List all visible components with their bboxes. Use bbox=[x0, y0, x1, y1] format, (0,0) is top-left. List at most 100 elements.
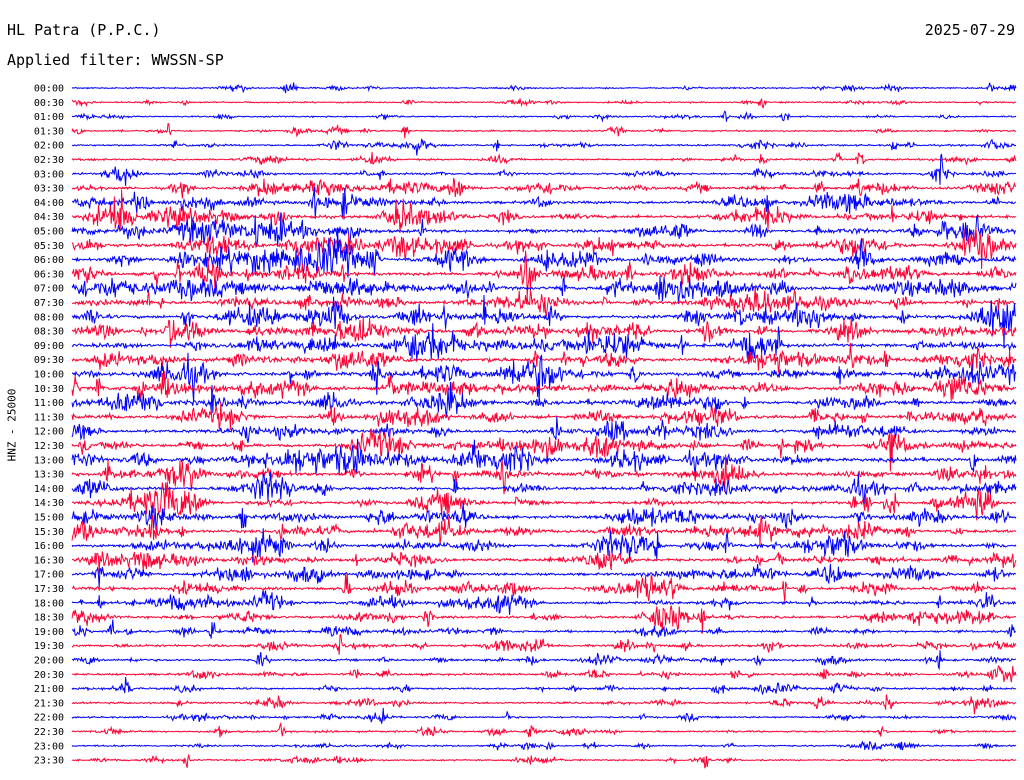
trace-line bbox=[71, 381, 1017, 418]
trace-line bbox=[71, 370, 1017, 401]
time-tick-label: 18:00 bbox=[34, 598, 64, 609]
time-tick-label: 13:30 bbox=[34, 470, 64, 481]
trace-line bbox=[71, 502, 1017, 531]
filter-line: Applied filter: WWSSN-SP bbox=[7, 51, 224, 69]
trace-line bbox=[71, 481, 1017, 521]
time-tick-label: 00:30 bbox=[34, 98, 64, 109]
trace-line bbox=[71, 454, 1017, 495]
trace-line bbox=[71, 212, 1017, 247]
time-tick-label: 02:00 bbox=[34, 141, 64, 152]
trace-line bbox=[71, 286, 1017, 317]
trace-line bbox=[71, 189, 1017, 233]
trace-line bbox=[71, 323, 1017, 365]
trace-line bbox=[71, 276, 1017, 304]
time-tick-label: 06:00 bbox=[34, 255, 64, 266]
time-tick-label: 05:00 bbox=[34, 227, 64, 238]
trace-line bbox=[71, 98, 1017, 109]
time-tick-label: 10:00 bbox=[34, 370, 64, 381]
time-tick-label: 07:30 bbox=[34, 298, 64, 309]
trace-line bbox=[71, 741, 1017, 752]
time-tick-label: 12:30 bbox=[34, 441, 64, 452]
time-tick-label: 07:00 bbox=[34, 284, 64, 295]
time-tick-label: 18:30 bbox=[34, 613, 64, 624]
time-tick-label: 16:00 bbox=[34, 541, 64, 552]
time-tick-label: 19:30 bbox=[34, 641, 64, 652]
time-tick-label: 04:00 bbox=[34, 198, 64, 209]
trace-line bbox=[71, 528, 1017, 563]
trace-line bbox=[71, 82, 1017, 94]
trace-line bbox=[71, 707, 1017, 724]
time-tick-label: 20:00 bbox=[34, 656, 64, 667]
time-tick-label: 21:30 bbox=[34, 698, 64, 709]
trace-line bbox=[71, 110, 1017, 123]
trace-line bbox=[71, 721, 1016, 738]
time-tick-label: 20:30 bbox=[34, 670, 64, 681]
time-tick-label: 22:30 bbox=[34, 727, 64, 738]
time-tick-label: 08:00 bbox=[34, 312, 64, 323]
time-tick-label: 11:00 bbox=[34, 398, 64, 409]
time-tick-label: 01:30 bbox=[34, 126, 64, 137]
time-tick-label: 15:30 bbox=[34, 527, 64, 538]
trace-line bbox=[71, 472, 1017, 505]
trace-line bbox=[71, 352, 1017, 406]
time-tick-label: 09:30 bbox=[34, 355, 64, 366]
trace-line bbox=[71, 514, 1017, 546]
filter-value: WWSSN-SP bbox=[151, 51, 224, 69]
time-tick-label: 03:00 bbox=[34, 169, 64, 180]
trace-line bbox=[71, 633, 1017, 655]
trace-line bbox=[71, 138, 1017, 156]
trace-line bbox=[71, 228, 1017, 270]
trace-line bbox=[71, 151, 1017, 166]
trace-line bbox=[71, 573, 1017, 602]
time-tick-label: 02:30 bbox=[34, 155, 64, 166]
trace-line bbox=[71, 676, 1016, 696]
trace-line bbox=[71, 428, 1017, 472]
time-tick-label: 17:30 bbox=[34, 584, 64, 595]
time-tick-label: 21:00 bbox=[34, 684, 64, 695]
time-tick-label: 01:00 bbox=[34, 112, 64, 123]
trace-line bbox=[71, 342, 1017, 373]
trace-line bbox=[71, 438, 1017, 475]
trace-line bbox=[71, 401, 1017, 431]
time-tick-label: 14:00 bbox=[34, 484, 64, 495]
time-tick-label: 09:00 bbox=[34, 341, 64, 352]
time-tick-label: 08:30 bbox=[34, 327, 64, 338]
filter-label: Applied filter: bbox=[7, 51, 143, 69]
trace-line bbox=[71, 753, 1016, 769]
trace-line bbox=[71, 590, 1017, 615]
time-tick-label: 16:30 bbox=[34, 555, 64, 566]
time-tick-label: 13:00 bbox=[34, 455, 64, 466]
trace-line bbox=[71, 619, 1017, 639]
trace-line bbox=[71, 605, 1017, 634]
station-title: HL Patra (P.P.C.) bbox=[7, 21, 161, 39]
time-tick-label: 11:30 bbox=[34, 412, 64, 423]
time-tick-label: 23:30 bbox=[34, 756, 64, 767]
time-tick-label: 12:00 bbox=[34, 427, 64, 438]
trace-line bbox=[71, 694, 1016, 715]
trace-line bbox=[71, 250, 1017, 297]
time-tick-label: 03:30 bbox=[34, 184, 64, 195]
time-tick-label: 14:30 bbox=[34, 498, 64, 509]
time-tick-label: 04:30 bbox=[34, 212, 64, 223]
trace-line bbox=[71, 294, 1017, 349]
time-tick-label: 17:00 bbox=[34, 570, 64, 581]
trace-line bbox=[71, 650, 1017, 671]
time-tick-label: 10:30 bbox=[34, 384, 64, 395]
time-tick-label: 19:00 bbox=[34, 627, 64, 638]
time-tick-label: 22:00 bbox=[34, 713, 64, 724]
trace-line bbox=[71, 187, 1017, 220]
date-label: 2025-07-29 bbox=[924, 21, 1015, 39]
trace-line bbox=[71, 177, 1017, 199]
trace-line bbox=[71, 416, 1017, 443]
time-tick-label: 00:00 bbox=[34, 84, 64, 95]
time-tick-label: 05:30 bbox=[34, 241, 64, 252]
trace-line bbox=[71, 550, 1017, 574]
trace-line bbox=[71, 153, 1017, 186]
time-tick-label: 23:00 bbox=[34, 741, 64, 752]
trace-line bbox=[71, 227, 1017, 278]
trace-line bbox=[71, 123, 1017, 139]
trace-line bbox=[71, 316, 1017, 348]
trace-line bbox=[71, 665, 1017, 683]
time-tick-label: 06:30 bbox=[34, 269, 64, 280]
